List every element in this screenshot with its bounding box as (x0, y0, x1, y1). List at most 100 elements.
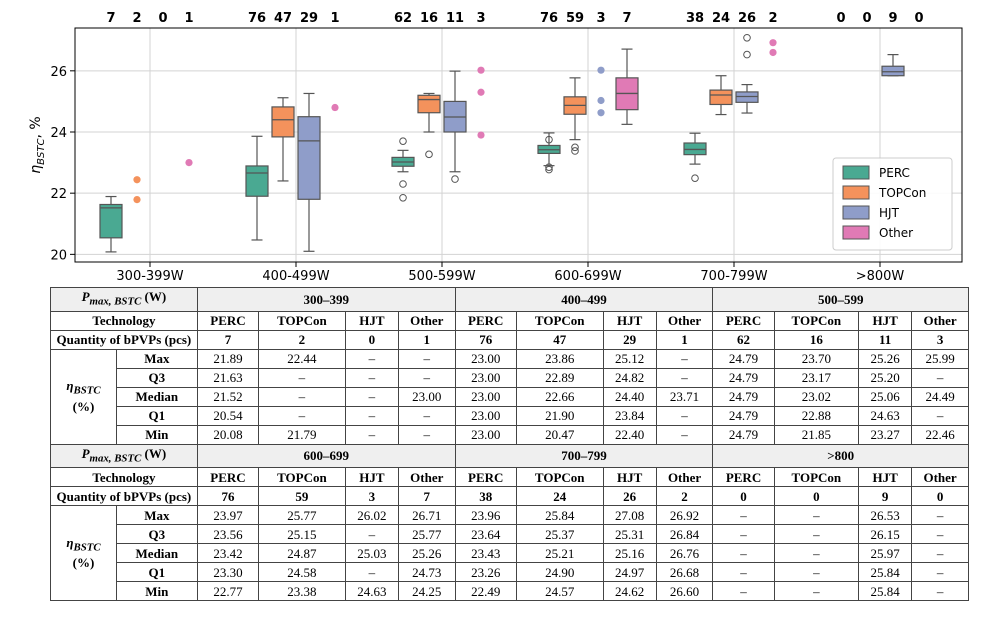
stat-cell: – (344, 386, 399, 407)
technology-label: Technology (50, 310, 198, 331)
legend-swatch (842, 185, 870, 200)
quantity-cell: 26 (602, 486, 657, 507)
outlier-point (743, 33, 751, 42)
stat-label: Max (115, 348, 198, 369)
count-label: 0 (914, 11, 923, 26)
quantity-cell: 3 (911, 329, 969, 350)
technology-row: Technology PERC TOPCon HJT Other PERC TOPCon HJ… (50, 310, 969, 331)
stat-cell: 24.79 (712, 348, 775, 369)
count-label: 3 (596, 11, 605, 26)
count-label: 1 (184, 11, 193, 26)
technology-label: Technology (50, 467, 198, 488)
stat-cell: 22.46 (911, 424, 969, 445)
stat-label: Min (115, 581, 198, 602)
single-point (597, 96, 605, 105)
stat-cell: – (712, 543, 775, 564)
stat-cell: – (911, 505, 969, 526)
technology-cell: PERC (454, 310, 517, 331)
stat-cell: – (344, 524, 399, 545)
stat-cell: 25.97 (858, 543, 913, 564)
stat-cell: 26.71 (397, 505, 456, 526)
box (417, 94, 441, 114)
count-label: 59 (566, 11, 584, 26)
quantity-cell: 24 (515, 486, 604, 507)
quantity-row: Quantity of bPVPs (pcs) 7 2 0 1 76 47 29 1 62 16 11… (50, 329, 969, 350)
power-range-header: 300–399 (196, 287, 456, 312)
single-point (133, 196, 141, 204)
outlier-point (425, 150, 433, 159)
stat-cell: 23.02 (773, 386, 860, 407)
x-tick-label: 600-699W (554, 269, 621, 284)
stat-cell: 21.89 (196, 348, 260, 369)
legend-label: TOPCon (878, 186, 926, 200)
count-label: 38 (686, 11, 704, 26)
y-tick-label: 20 (50, 248, 67, 263)
stat-cell: 25.21 (515, 543, 604, 564)
stat-cell: 24.73 (397, 562, 456, 583)
stat-cell: 21.85 (773, 424, 860, 445)
single-point (477, 131, 485, 139)
quantity-cell: 76 (454, 329, 517, 350)
stat-label: Min (115, 424, 198, 445)
stat-cell: – (911, 562, 969, 583)
stat-cell: 24.57 (515, 581, 604, 602)
outlier-point (399, 180, 407, 188)
stat-cell: 25.84 (515, 505, 604, 526)
stat-cell: 25.12 (602, 348, 657, 369)
power-range-header: 500–599 (712, 287, 969, 312)
stat-cell: 24.40 (602, 386, 657, 407)
count-label: 0 (836, 11, 845, 26)
stat-cell: 23.96 (454, 505, 517, 526)
quantity-label: Quantity of bPVPs (pcs) (50, 329, 198, 350)
stat-cell: 23.84 (602, 405, 657, 426)
stat-cell: – (911, 524, 969, 545)
box (271, 106, 295, 138)
stat-cell: – (773, 524, 860, 545)
count-label: 1 (330, 11, 339, 26)
single-point (133, 176, 141, 184)
count-label: 0 (862, 11, 871, 26)
stat-cell: 24.63 (858, 405, 913, 426)
count-label: 7 (106, 11, 115, 26)
quantity-cell: 0 (911, 486, 969, 507)
count-label: 47 (274, 11, 292, 26)
technology-cell: PERC (454, 467, 517, 488)
stat-cell: 23.00 (454, 424, 517, 445)
stat-cell: 22.88 (773, 405, 860, 426)
stat-cell: – (344, 348, 399, 369)
stat-cell: 23.56 (196, 524, 260, 545)
quantity-cell: 38 (454, 486, 517, 507)
stat-cell: 20.54 (196, 405, 260, 426)
stat-cell: 25.84 (858, 581, 913, 602)
stat-cell: 25.77 (397, 524, 456, 545)
stat-cell: – (773, 581, 860, 602)
quantity-cell: 1 (397, 329, 456, 350)
stat-cell: 24.87 (258, 543, 346, 564)
x-tick-label: >800W (856, 269, 905, 284)
stat-cell: 24.79 (712, 386, 775, 407)
single-point (597, 66, 605, 74)
stat-cell: 22.40 (602, 424, 657, 445)
count-label: 26 (738, 11, 756, 26)
quantity-cell: 0 (773, 486, 860, 507)
eta-label: ηBSTC (%) (50, 505, 117, 602)
quantity-cell: 16 (773, 329, 860, 350)
stat-cell: – (397, 424, 456, 445)
count-label: 76 (540, 11, 558, 26)
technology-cell: HJT (344, 467, 399, 488)
stat-row: Q3 23.56 25.15–25.77 23.64 25.37 25.31 26.84– –… (51, 524, 969, 545)
stat-cell: 21.90 (515, 405, 604, 426)
box (245, 165, 269, 197)
stat-label: Q3 (115, 524, 198, 545)
stat-cell: 23.27 (858, 424, 913, 445)
technology-cell: HJT (602, 310, 657, 331)
stat-row: Median 23.42 24.87 25.03 25.26 23.43 25.21 25.1… (51, 543, 969, 564)
stat-cell: 25.15 (258, 524, 346, 545)
stat-cell: 20.08 (196, 424, 260, 445)
quantity-cell: 59 (258, 486, 346, 507)
single-point (769, 48, 777, 57)
stat-cell: 26.68 (655, 562, 714, 583)
stat-cell: – (911, 367, 969, 388)
stat-cell: 23.42 (196, 543, 260, 564)
stat-cell: 26.53 (858, 505, 913, 526)
